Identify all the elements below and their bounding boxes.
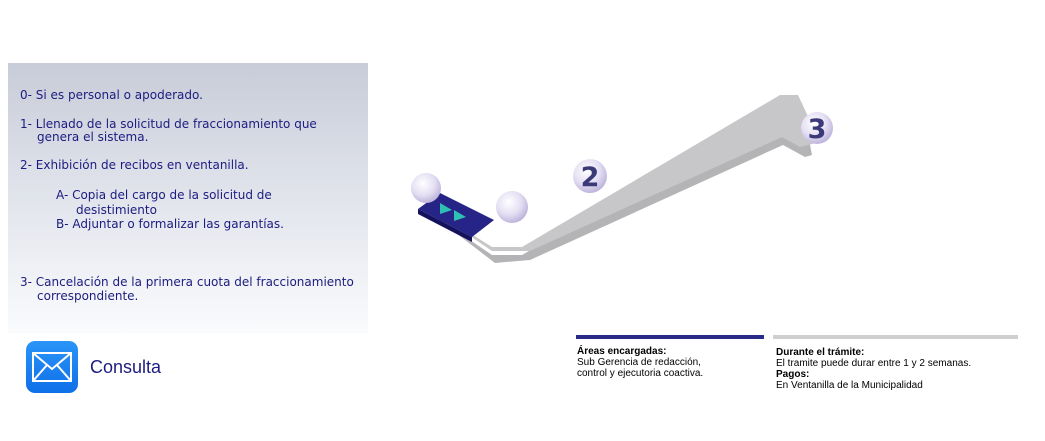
step-2b: B- Adjuntar o formalizar las garantías. [56, 217, 284, 231]
step-2a-cont: desistimiento [76, 203, 157, 217]
step-number-3: 3 [808, 114, 827, 145]
pagos-text: En Ventanilla de la Municipalidad [776, 380, 923, 391]
step-number-2: 2 [581, 162, 600, 193]
pagos-title: Pagos: [776, 369, 810, 380]
step-1: 1- Llenado de la solicitud de fraccionam… [20, 117, 317, 131]
step-2: 2- Exhibición de recibos en ventanilla. [20, 158, 249, 172]
areas-line: Sub Gerencia de redacción, [577, 357, 701, 368]
step-ball-3 [801, 112, 833, 144]
durante-title: Durante el trámite: [776, 347, 865, 358]
arrow-icon [440, 203, 452, 214]
areas-line: control y ejecutoria coactiva. [577, 368, 704, 379]
areas-bar [576, 335, 764, 339]
durante-text: El tramite puede durar entre 1 y 2 seman… [776, 358, 972, 369]
process-path [422, 95, 820, 251]
steps-panel: 0- Si es personal o apoderado. 1- Llenad… [8, 63, 368, 333]
step-3-cont: correspondiente. [37, 289, 139, 303]
areas-info: Áreas encargadas: Sub Gerencia de redacc… [577, 346, 703, 379]
step-ball-2 [573, 159, 607, 193]
consulta-label: Consulta [90, 356, 162, 377]
step-ball-1 [496, 191, 528, 223]
durante-info: Durante el trámite: El tramite puede dur… [776, 347, 971, 391]
step-3: 3- Cancelación de la primera cuota del f… [20, 275, 354, 289]
areas-title: Áreas encargadas: [577, 346, 667, 357]
step-ball-start [411, 173, 441, 203]
process-diagram: 2 3 [411, 95, 833, 263]
mail-icon[interactable] [26, 341, 78, 393]
step-1-cont: genera el sistema. [37, 130, 149, 144]
consulta-button[interactable]: Consulta [26, 341, 226, 393]
step-0: 0- Si es personal o apoderado. [20, 88, 203, 102]
step-2a: A- Copia del cargo de la solicitud de [56, 188, 272, 202]
durante-bar [773, 335, 1018, 339]
arrow-icon [454, 210, 466, 221]
